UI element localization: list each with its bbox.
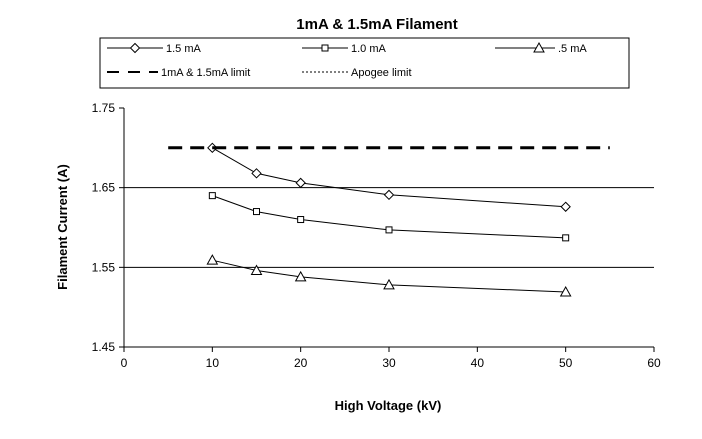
series-2-point-2 (294, 270, 307, 282)
y-tick-label-1: 1.55 (92, 260, 116, 274)
series-1-point-0 (208, 192, 216, 200)
legend-label-2: .5 mA (558, 43, 587, 55)
series-1-point-4 (562, 234, 570, 242)
legend-marker-2 (533, 41, 545, 53)
series-0-point-3 (383, 189, 395, 201)
series-0-point-2 (295, 177, 306, 189)
legend-marker-1 (321, 44, 329, 52)
x-tick-label-2: 20 (294, 356, 308, 370)
x-tick-label-0: 0 (121, 356, 128, 370)
y-tick-label-2: 1.65 (92, 181, 116, 195)
series-2-point-1 (250, 264, 263, 276)
series-2-point-0 (206, 254, 219, 265)
x-tick-label-4: 40 (471, 356, 485, 370)
x-tick-label-5: 50 (559, 356, 573, 370)
legend-label-4: Apogee limit (351, 67, 412, 79)
legend-label-1: 1.0 mA (351, 43, 387, 55)
series-1-point-2 (297, 216, 305, 224)
x-tick-label-1: 10 (206, 356, 220, 370)
plot-area: 0 10 20 30 40 50 60 1.45 1.55 1.65 1.75 (92, 101, 661, 370)
chart-title: 1mA & 1.5mA Filament (296, 16, 457, 33)
series-0-point-1 (251, 168, 262, 179)
legend: 1.5 mA 1.0 mA .5 mA 1mA & 1.5mA limit Apogee… (107, 41, 587, 79)
series-1-point-1 (253, 208, 260, 216)
y-tick-label-3: 1.75 (92, 101, 116, 115)
series-0-point-4 (560, 201, 571, 212)
legend-marker-0 (129, 42, 141, 54)
series-2-point-4 (559, 286, 572, 297)
legend-label-0: 1.5 mA (166, 43, 202, 55)
x-tick-label-6: 60 (647, 356, 661, 370)
legend-label-3: 1mA & 1.5mA limit (161, 67, 250, 79)
y-axis-title: Filament Current (A) (55, 164, 70, 290)
series-1-point-3 (385, 226, 393, 234)
series-2-point-3 (383, 278, 395, 290)
x-axis-title: High Voltage (kV) (335, 398, 442, 413)
y-tick-label-0: 1.45 (92, 340, 116, 354)
x-tick-label-3: 30 (382, 356, 396, 370)
